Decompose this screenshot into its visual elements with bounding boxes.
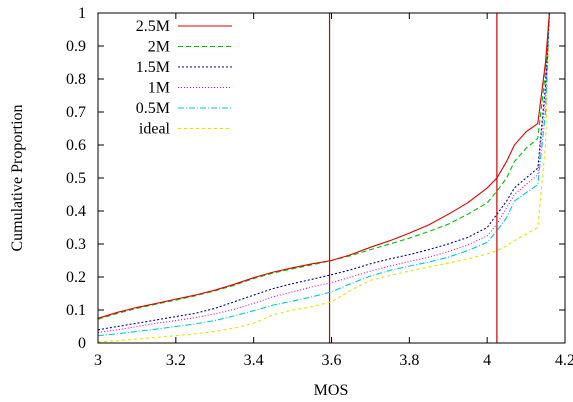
y-tick-label: 0.8 (66, 71, 86, 88)
x-tick-label: 3.2 (166, 352, 186, 369)
x-tick-label: 4 (483, 352, 491, 369)
x-tick-label: 4.2 (555, 352, 573, 369)
y-tick-label: 0.7 (66, 104, 86, 121)
legend-item: 1.5M (136, 59, 232, 76)
y-tick-label: 0.9 (66, 38, 86, 55)
x-tick-labels: 3 3.2 3.4 3.6 3.8 4 4.2 (94, 352, 573, 369)
series-line-1m (97, 12, 550, 333)
y-tick-label: 0.3 (66, 236, 86, 253)
y-tick-label: 0.5 (66, 170, 86, 187)
legend-label: 1M (148, 80, 170, 97)
x-axis-title: MOS (314, 382, 349, 399)
series-line-0-5m (97, 12, 550, 337)
legend-item: 2M (148, 39, 232, 56)
legend-item: ideal (139, 121, 232, 138)
legend-label: 0.5M (136, 100, 170, 117)
y-tick-label: 0.4 (66, 203, 86, 220)
x-tick-label: 3.8 (399, 352, 419, 369)
y-tick-label: 0.1 (66, 302, 86, 319)
axis-ticks (97, 12, 566, 344)
x-tick-label: 3 (94, 352, 102, 369)
series-line-1-5m (97, 12, 550, 331)
series-line-2m (97, 12, 550, 320)
y-tick-label: 0 (78, 335, 86, 352)
legend: 2.5M 2M 1.5M 1M 0.5M ideal (136, 18, 232, 138)
legend-item: 0.5M (136, 100, 232, 117)
legend-item: 2.5M (136, 18, 232, 35)
x-tick-label: 3.4 (244, 352, 264, 369)
y-tick-labels: 0 0.1 0.2 0.3 0.4 0.5 0.6 0.7 0.8 0.9 1 (66, 5, 86, 352)
legend-label: 2.5M (136, 18, 170, 35)
legend-label: 1.5M (136, 59, 170, 76)
x-tick-label: 3.6 (322, 352, 342, 369)
y-axis-title: Cumulative Proportion (9, 104, 26, 251)
series-layer (97, 12, 550, 343)
legend-label: ideal (139, 121, 171, 138)
legend-item: 1M (148, 80, 232, 97)
y-tick-label: 0.2 (66, 269, 86, 286)
y-tick-label: 0.6 (66, 137, 86, 154)
series-line-ideal (97, 12, 550, 343)
series-line-2-5m (97, 12, 550, 319)
legend-label: 2M (148, 39, 170, 56)
y-tick-label: 1 (78, 5, 86, 22)
